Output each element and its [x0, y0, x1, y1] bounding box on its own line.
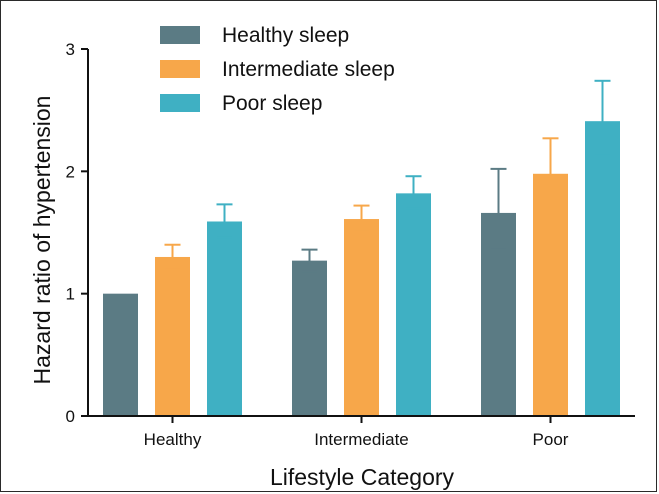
- axes: 0 1 2 3 Healthy Intermediate Poor: [66, 40, 635, 449]
- bar-intermediate-3: [396, 193, 431, 416]
- legend-label: Healthy sleep: [222, 24, 349, 47]
- bar-intermediate-1: [292, 260, 327, 416]
- legend-label: Intermediate sleep: [222, 58, 395, 81]
- bar-healthy-3: [207, 221, 242, 416]
- legend-swatch: [160, 60, 200, 78]
- legend-swatch: [160, 26, 200, 44]
- bar-poor-2: [533, 173, 568, 416]
- error-bars: [164, 79, 611, 273]
- y-axis-title: Hazard ratio of hypertension: [29, 96, 55, 385]
- y-tick-label: 2: [66, 162, 75, 181]
- bar-healthy-1: [103, 293, 138, 416]
- bar-poor-3: [585, 121, 620, 416]
- y-tick-label: 0: [66, 407, 75, 426]
- x-axis-title: Lifestyle Category: [270, 464, 455, 490]
- x-tick-label: Healthy: [144, 430, 202, 449]
- legend-label: Poor sleep: [222, 92, 322, 115]
- y-tick-label: 1: [66, 285, 75, 304]
- legend-swatch: [160, 94, 200, 112]
- x-tick-label: Poor: [533, 430, 569, 449]
- y-tick-label: 3: [66, 40, 75, 59]
- bar-healthy-2: [155, 256, 190, 416]
- x-tick-label: Intermediate: [314, 430, 409, 449]
- legend: Healthy sleep Intermediate sleep Poor slee…: [160, 24, 395, 115]
- bar-intermediate-2: [344, 219, 379, 416]
- bars: [103, 121, 620, 416]
